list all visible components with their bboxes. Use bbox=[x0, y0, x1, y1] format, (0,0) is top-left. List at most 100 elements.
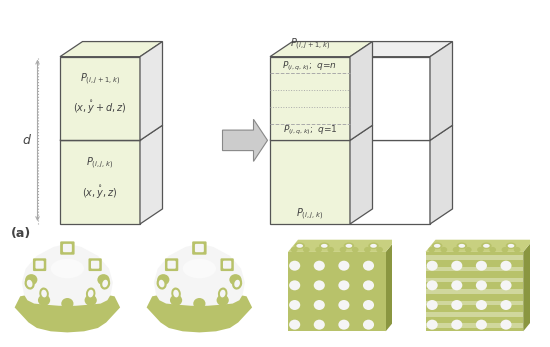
Ellipse shape bbox=[441, 247, 447, 253]
FancyBboxPatch shape bbox=[195, 244, 204, 252]
Ellipse shape bbox=[451, 261, 463, 271]
Text: $P_{(i,j,k)}$: $P_{(i,j,k)}$ bbox=[86, 156, 114, 171]
Ellipse shape bbox=[427, 280, 438, 290]
Ellipse shape bbox=[314, 300, 325, 310]
Ellipse shape bbox=[456, 243, 467, 249]
Ellipse shape bbox=[170, 295, 182, 306]
Ellipse shape bbox=[500, 280, 512, 290]
Text: $(x, \overset{\circ}{y}, z)$: $(x, \overset{\circ}{y}, z)$ bbox=[82, 184, 118, 201]
Ellipse shape bbox=[193, 298, 206, 309]
Polygon shape bbox=[223, 119, 267, 161]
Ellipse shape bbox=[159, 280, 164, 287]
Ellipse shape bbox=[451, 280, 463, 290]
Polygon shape bbox=[140, 42, 162, 140]
Ellipse shape bbox=[427, 261, 438, 271]
Ellipse shape bbox=[88, 290, 94, 297]
Polygon shape bbox=[426, 240, 534, 252]
Polygon shape bbox=[426, 267, 523, 271]
Ellipse shape bbox=[451, 300, 463, 310]
Polygon shape bbox=[350, 57, 430, 140]
Ellipse shape bbox=[228, 305, 240, 316]
Text: $P_{(i,q,k)};\ q\!=\!1$: $P_{(i,q,k)};\ q\!=\!1$ bbox=[283, 124, 338, 137]
Ellipse shape bbox=[339, 247, 347, 253]
Ellipse shape bbox=[476, 320, 487, 330]
Ellipse shape bbox=[319, 243, 329, 249]
Ellipse shape bbox=[291, 247, 298, 253]
Ellipse shape bbox=[157, 274, 169, 285]
Ellipse shape bbox=[97, 274, 109, 285]
Ellipse shape bbox=[338, 261, 349, 271]
Polygon shape bbox=[386, 240, 396, 331]
FancyBboxPatch shape bbox=[165, 258, 178, 271]
Ellipse shape bbox=[51, 259, 84, 278]
Polygon shape bbox=[60, 125, 162, 140]
Ellipse shape bbox=[453, 247, 459, 253]
Ellipse shape bbox=[428, 247, 435, 253]
Ellipse shape bbox=[363, 300, 374, 310]
Ellipse shape bbox=[370, 244, 377, 248]
FancyBboxPatch shape bbox=[192, 242, 207, 255]
Text: $(x, \overset{\circ}{y}+d, z)$: $(x, \overset{\circ}{y}+d, z)$ bbox=[73, 98, 126, 116]
Ellipse shape bbox=[234, 280, 240, 287]
Polygon shape bbox=[60, 57, 140, 140]
Ellipse shape bbox=[218, 288, 228, 299]
Polygon shape bbox=[426, 323, 523, 328]
Ellipse shape bbox=[476, 261, 487, 271]
FancyBboxPatch shape bbox=[60, 242, 75, 255]
Ellipse shape bbox=[476, 300, 487, 310]
Ellipse shape bbox=[490, 247, 496, 253]
Ellipse shape bbox=[314, 320, 325, 330]
Ellipse shape bbox=[427, 300, 438, 310]
Ellipse shape bbox=[483, 244, 490, 248]
Polygon shape bbox=[270, 125, 372, 140]
Ellipse shape bbox=[39, 288, 49, 299]
Ellipse shape bbox=[157, 278, 167, 290]
Ellipse shape bbox=[514, 247, 520, 253]
Ellipse shape bbox=[159, 305, 171, 316]
Ellipse shape bbox=[427, 320, 438, 330]
Ellipse shape bbox=[38, 295, 50, 306]
Ellipse shape bbox=[296, 244, 303, 248]
Ellipse shape bbox=[289, 300, 300, 310]
Polygon shape bbox=[15, 289, 120, 332]
Polygon shape bbox=[147, 289, 252, 332]
Ellipse shape bbox=[352, 247, 359, 253]
Ellipse shape bbox=[327, 247, 334, 253]
Ellipse shape bbox=[217, 295, 229, 306]
Ellipse shape bbox=[183, 259, 216, 278]
Polygon shape bbox=[270, 42, 372, 57]
Ellipse shape bbox=[25, 274, 37, 285]
Ellipse shape bbox=[171, 288, 181, 299]
Polygon shape bbox=[140, 125, 162, 224]
Text: d: d bbox=[23, 134, 30, 147]
Ellipse shape bbox=[86, 288, 96, 299]
Ellipse shape bbox=[364, 247, 371, 253]
Ellipse shape bbox=[368, 243, 379, 249]
Text: $P_{(i,j,k)}$: $P_{(i,j,k)}$ bbox=[296, 206, 323, 222]
Polygon shape bbox=[350, 42, 372, 140]
Ellipse shape bbox=[338, 300, 349, 310]
Ellipse shape bbox=[61, 298, 74, 309]
Polygon shape bbox=[430, 42, 453, 140]
Ellipse shape bbox=[459, 244, 465, 248]
Polygon shape bbox=[22, 244, 113, 306]
FancyBboxPatch shape bbox=[35, 261, 44, 269]
Ellipse shape bbox=[314, 261, 325, 271]
Polygon shape bbox=[426, 255, 523, 260]
Polygon shape bbox=[350, 125, 453, 140]
Ellipse shape bbox=[344, 243, 354, 249]
FancyBboxPatch shape bbox=[221, 258, 234, 271]
Ellipse shape bbox=[363, 261, 374, 271]
Ellipse shape bbox=[314, 280, 325, 290]
Ellipse shape bbox=[338, 320, 349, 330]
Polygon shape bbox=[350, 140, 430, 224]
Ellipse shape bbox=[25, 278, 35, 290]
Polygon shape bbox=[288, 240, 396, 252]
Ellipse shape bbox=[289, 320, 300, 330]
FancyBboxPatch shape bbox=[89, 258, 102, 271]
Polygon shape bbox=[60, 42, 162, 57]
Ellipse shape bbox=[102, 280, 108, 287]
Ellipse shape bbox=[481, 243, 492, 249]
Ellipse shape bbox=[500, 320, 512, 330]
Ellipse shape bbox=[506, 243, 516, 249]
